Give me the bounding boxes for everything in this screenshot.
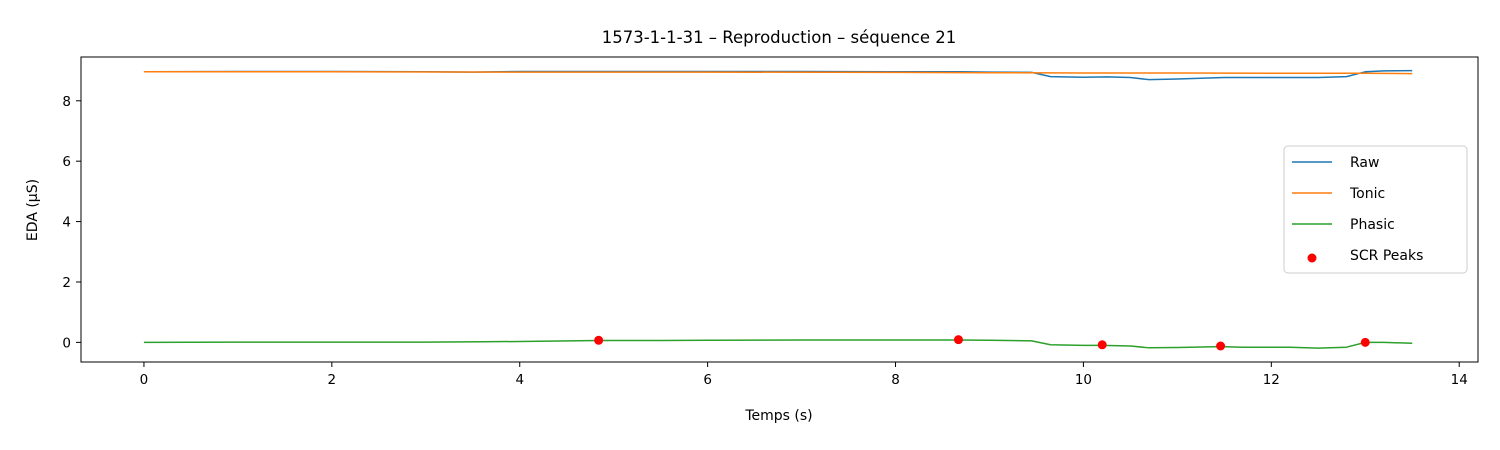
y-tick-label: 0 — [62, 335, 71, 351]
y-tick-label: 8 — [62, 94, 71, 110]
series-line-tonic — [143, 71, 1413, 75]
x-tick-label: 6 — [703, 372, 712, 388]
plot-frame — [80, 56, 1479, 363]
x-tick-label: 2 — [328, 372, 337, 388]
legend-label-scr-peaks: SCR Peaks — [1350, 248, 1423, 264]
y-axis-title: EDA (µS) — [25, 179, 41, 241]
y-tick-label: 4 — [62, 215, 71, 231]
scr-peak-point — [1360, 337, 1370, 347]
legend: Raw Tonic Phasic SCR Peaks — [1283, 145, 1468, 274]
chart-title: 1573-1-1-31 – Reproduction – séquence 21 — [602, 28, 957, 47]
x-tick-label: 10 — [1075, 372, 1092, 388]
x-tick-label: 0 — [140, 372, 149, 388]
scr-peak-point — [1097, 340, 1107, 350]
scr-peak-point — [594, 335, 604, 345]
plot-area: 0 2 4 6 8 10 12 14 0 2 4 6 8 — [62, 56, 1479, 388]
scr-peak-point — [953, 335, 963, 345]
scr-peak-point — [1216, 341, 1226, 351]
y-tick-label: 6 — [62, 154, 71, 170]
series-line-phasic — [143, 339, 1413, 349]
x-tick-label: 12 — [1263, 372, 1280, 388]
legend-label-tonic: Tonic — [1349, 186, 1385, 202]
legend-swatch-scr-peaks — [1307, 253, 1317, 263]
y-tick-label: 2 — [62, 275, 71, 291]
x-axis-title: Temps (s) — [744, 408, 812, 424]
legend-label-raw: Raw — [1350, 155, 1379, 171]
x-tick-label: 14 — [1451, 372, 1468, 388]
legend-label-phasic: Phasic — [1350, 217, 1395, 233]
legend-box — [1283, 145, 1468, 274]
x-tick-label: 4 — [515, 372, 524, 388]
x-tick-label: 8 — [891, 372, 900, 388]
